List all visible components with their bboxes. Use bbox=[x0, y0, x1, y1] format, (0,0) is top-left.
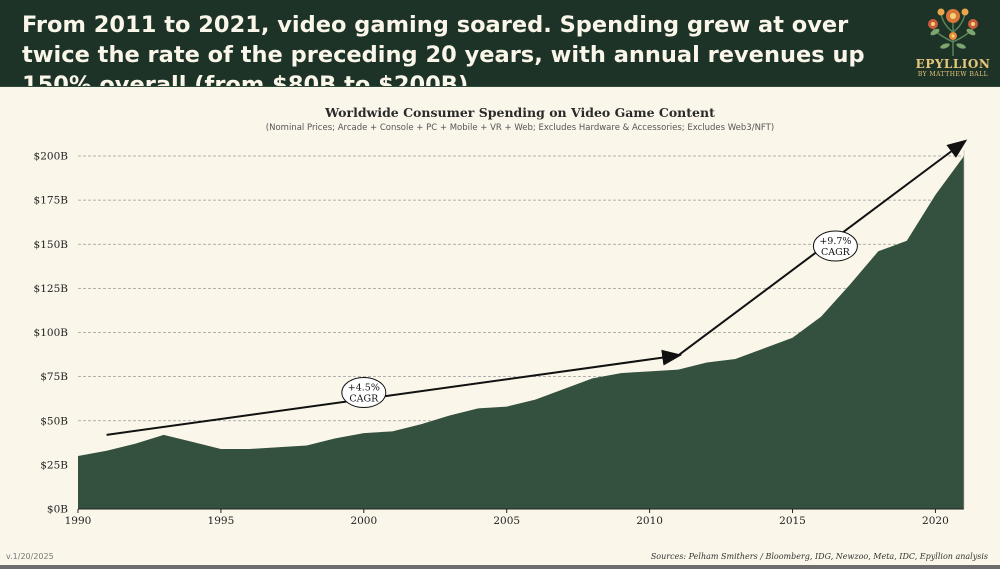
cagr-label-bubble bbox=[812, 230, 858, 262]
cagr-label-bubble bbox=[341, 377, 387, 409]
y-tick-label: $100B bbox=[34, 327, 69, 339]
header-banner: From 2011 to 2021, video gaming soared. … bbox=[0, 0, 1000, 98]
bottom-bar bbox=[0, 565, 1000, 569]
cagr-label-text: CAGR bbox=[349, 394, 379, 405]
version-label: v.1/20/2025 bbox=[6, 552, 54, 561]
x-tick-label: 1990 bbox=[65, 515, 92, 527]
x-tick-label: 2020 bbox=[922, 515, 949, 527]
y-tick-label: $75B bbox=[40, 371, 68, 383]
x-tick-label: 1995 bbox=[208, 515, 235, 527]
brand-logo: EPYLLION BY MATTHEW BALL bbox=[908, 2, 998, 86]
x-tick-label: 2005 bbox=[493, 515, 520, 527]
cagr-label-value: +4.5% bbox=[348, 383, 380, 394]
brand-subtitle: BY MATTHEW BALL bbox=[917, 71, 989, 78]
y-tick-label: $125B bbox=[34, 283, 69, 295]
cagr-arrow bbox=[106, 349, 683, 436]
cagr-label-text: CAGR bbox=[821, 247, 851, 258]
sources-note: Sources: Pelham Smithers / Bloomberg, ID… bbox=[650, 552, 988, 561]
y-tick-label: $25B bbox=[40, 459, 68, 471]
header-divider bbox=[0, 86, 1000, 87]
x-tick-label: 2010 bbox=[636, 515, 663, 527]
headline: From 2011 to 2021, video gaming soared. … bbox=[22, 12, 865, 98]
spending-area bbox=[78, 156, 964, 509]
cagr-label-value: +9.7% bbox=[819, 236, 851, 247]
chart-subtitle: (Nominal Prices; Arcade + Console + PC +… bbox=[265, 123, 775, 133]
x-tick-label: 2000 bbox=[350, 515, 377, 527]
y-tick-label: $150B bbox=[34, 239, 69, 251]
y-tick-label: $200B bbox=[34, 151, 69, 163]
floral-emblem-icon bbox=[928, 8, 978, 56]
chart-title: Worldwide Consumer Spending on Video Gam… bbox=[325, 105, 715, 120]
y-tick-label: $50B bbox=[40, 415, 68, 427]
y-tick-label: $175B bbox=[34, 195, 69, 207]
x-tick-label: 2015 bbox=[779, 515, 806, 527]
y-tick-label: $0B bbox=[47, 504, 68, 516]
brand-name: EPYLLION bbox=[915, 57, 991, 71]
